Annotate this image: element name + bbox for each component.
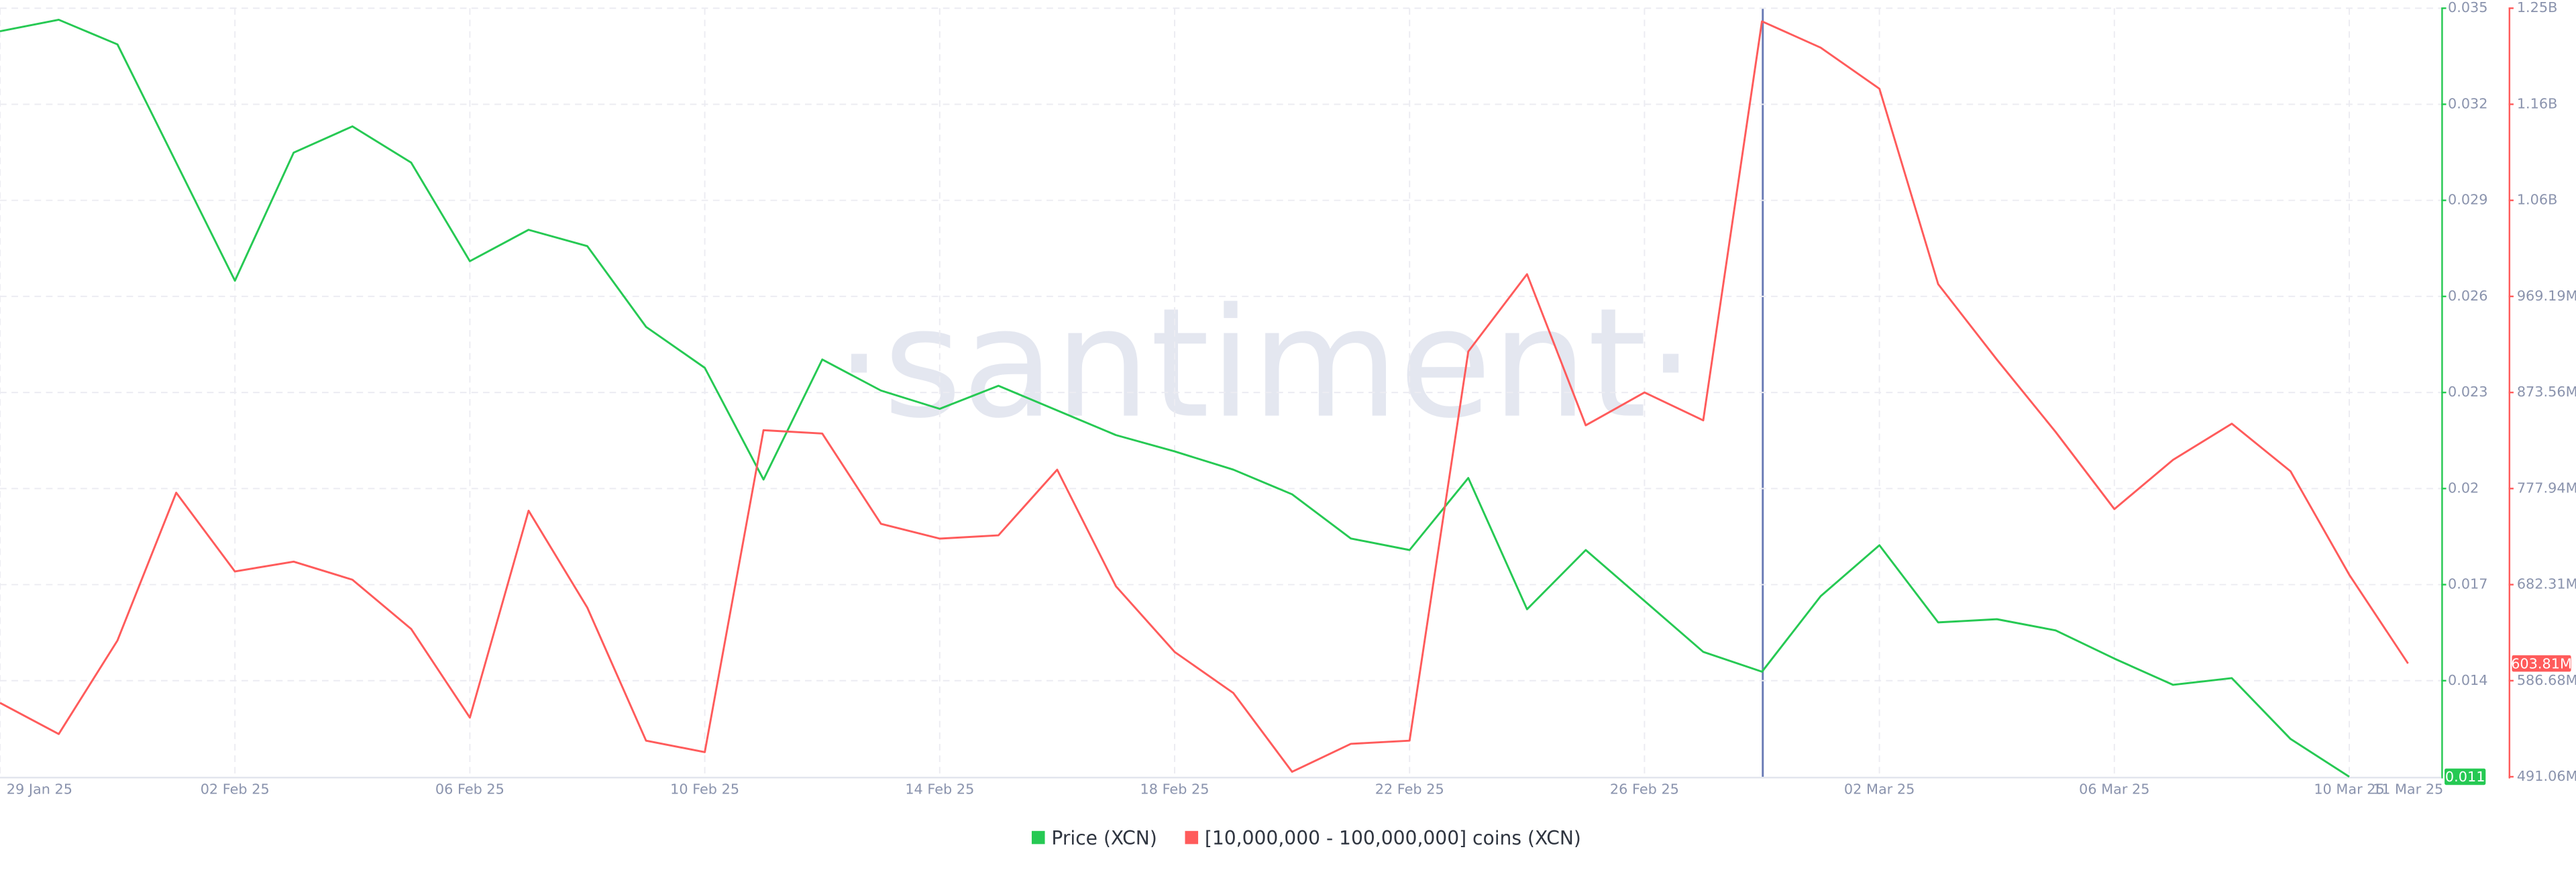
legend-swatch [1031,830,1045,844]
y-tick-label: 0.014 [2448,672,2488,688]
x-tick-label: 11 Mar 25 [2373,781,2443,798]
y-tick-label: 0.029 [2448,192,2488,208]
plot-layer: 0.014 0.017 0.02 0.023 0.026 0.029 0.032 0.035 4… [0,0,2576,849]
y-tick-label: 0.017 [2448,576,2488,592]
value-badge [2445,768,2486,785]
x-tick-label: 14 Feb 25 [905,781,974,798]
y2-tick-label: 1.25B [2517,0,2558,15]
y2-tick-label: 682.31M [2517,576,2576,592]
watermark: ·santiment· [835,276,1695,452]
value-badge-label: 603.81M [2511,655,2572,671]
value-badge-label: 0.011 [2445,769,2485,785]
legend-swatch [1185,830,1199,844]
value-badge [2512,655,2571,672]
y-tick-label: 0.023 [2448,384,2488,400]
x-tick-label: 10 Mar 25 [2314,781,2384,798]
x-tick-label: 29 Jan 25 [7,781,72,798]
series-line [0,18,2350,778]
y-tick-label: 0.026 [2448,288,2488,304]
legend-label: Price (XCN) [1051,827,1157,849]
x-tick-label: 18 Feb 25 [1140,781,1210,798]
y-tick-label: 0.02 [2448,480,2479,496]
x-tick-label: 02 Feb 25 [201,781,270,798]
y2-tick-label: 491.06M [2517,768,2576,784]
y2-tick-label: 777.94M [2517,480,2576,496]
x-tick-label: 22 Feb 25 [1375,781,1444,798]
x-tick-label: 06 Feb 25 [435,781,504,798]
series-line [0,20,2409,773]
x-tick-label: 26 Feb 25 [1610,781,1679,798]
y-tick-label: 0.035 [2448,0,2488,15]
legend-label: [10,000,000 - 100,000,000] coins (XCN) [1205,827,1581,849]
y2-tick-label: 1.16B [2517,95,2558,111]
x-tick-label: 02 Mar 25 [1844,781,1915,798]
x-tick-label: 06 Mar 25 [2079,781,2149,798]
y-tick-label: 0.032 [2448,95,2488,111]
y2-tick-label: 873.56M [2517,384,2576,400]
x-tick-label: 10 Feb 25 [670,781,739,798]
y2-tick-label: 969.19M [2517,288,2576,304]
y2-tick-label: 586.68M [2517,672,2576,688]
y2-tick-label: 1.06B [2517,192,2558,208]
